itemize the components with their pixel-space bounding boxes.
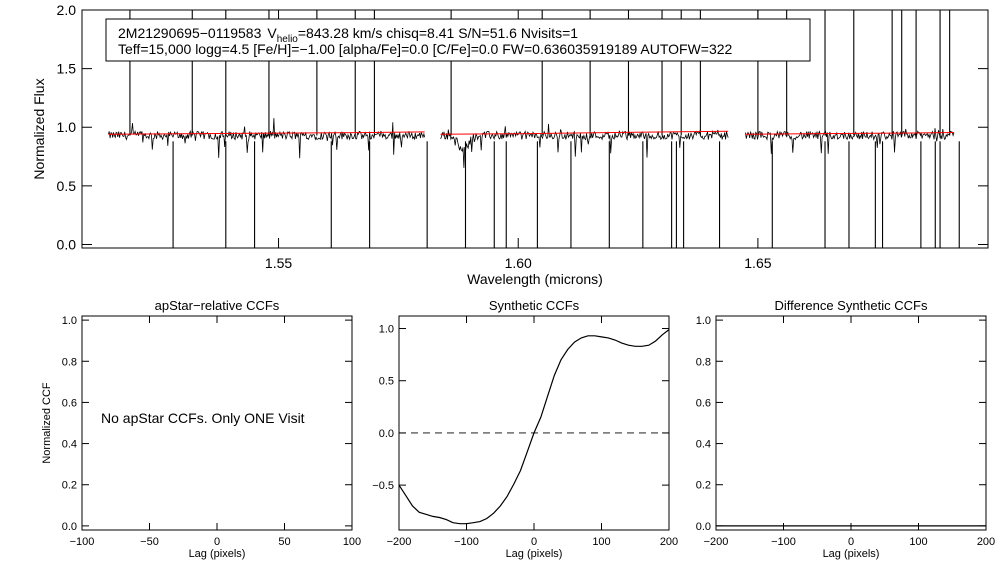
- spectrum-xlabel: Wavelength (microns): [467, 271, 603, 287]
- apstar-ccf-xlabel: Lag (pixels): [189, 548, 246, 560]
- y-tick-label: 2.0: [57, 2, 77, 18]
- header-line-1: 2M21290695−0119583 Vhelio=843.28 km/s chi…: [118, 25, 578, 45]
- y-tick-label: 1.5: [57, 61, 77, 77]
- synthetic-ccf-plot-area: [398, 329, 670, 525]
- y-tick-label: −0.5: [372, 480, 394, 492]
- x-tick-label: 50: [278, 536, 290, 548]
- spectrum-frame: [81, 9, 989, 249]
- y-tick-label: 1.0: [379, 324, 394, 336]
- observed-spectrum-chip: [108, 118, 426, 159]
- synthetic-model-line: [745, 132, 955, 135]
- synthetic-ccf-panel: Synthetic CCFs −200 −100 0 100 200 −0.5 0.0 0.5…: [372, 298, 678, 560]
- x-tick-label: 1.60: [505, 255, 532, 271]
- difference-ccf-title: Difference Synthetic CCFs: [775, 298, 928, 313]
- y-tick-label: 0.8: [62, 356, 77, 368]
- observed-spectrum-chip: [745, 128, 955, 154]
- x-tick-label: 100: [592, 536, 610, 548]
- y-tick-label: 0.0: [62, 521, 77, 533]
- spectrum-ticks: 1.55 1.60 1.65 0.0 0.5 1.0 1.5 2.0: [57, 2, 988, 271]
- x-tick-label: 0: [531, 536, 537, 548]
- y-tick-label: 0.0: [379, 428, 394, 440]
- no-ccf-message: No apStar CCFs. Only ONE Visit: [101, 410, 305, 426]
- observed-spectrum-chip: [440, 123, 729, 168]
- synthetic-model-line: [440, 130, 729, 135]
- y-tick-label: 0.2: [696, 480, 711, 492]
- header-box-frame: [105, 18, 811, 62]
- y-tick-label: 0.0: [696, 521, 711, 533]
- apstar-ccf-ticks: −100 −50 0 50 100 0.0 0.2 0.4 0.6 0.8 1.0: [62, 315, 361, 548]
- synthetic-ccf-title: Synthetic CCFs: [489, 298, 580, 313]
- y-tick-label: 0.6: [696, 397, 711, 409]
- x-tick-label: 1.65: [744, 255, 771, 271]
- synthetic-ccf-ticks: −200 −100 0 100 200 −0.5 0.0 0.5 1.0: [372, 316, 678, 548]
- header-line-2: Teff=15,000 logg=4.5 [Fe/H]=−1.00 [alpha…: [118, 41, 733, 57]
- x-tick-label: 0: [214, 536, 220, 548]
- spectrum-header-box: 2M21290695−0119583 Vhelio=843.28 km/s chi…: [105, 18, 811, 62]
- y-tick-label: 0.4: [62, 439, 77, 451]
- x-tick-label: −200: [704, 536, 729, 548]
- synthetic-ccf-xlabel: Lag (pixels): [506, 548, 563, 560]
- x-tick-label: 1.55: [265, 255, 292, 271]
- difference-ccf-frame: [715, 315, 987, 531]
- y-tick-label: 1.0: [57, 119, 77, 135]
- x-tick-label: 100: [909, 536, 927, 548]
- y-tick-label: 0.5: [57, 178, 77, 194]
- apstar-ccf-panel: apStar−relative CCFs −100 −50 0 50 100 0.0 0.2…: [41, 298, 361, 560]
- x-tick-label: 200: [977, 536, 995, 548]
- x-tick-label: −100: [771, 536, 796, 548]
- y-tick-label: 0.0: [57, 236, 77, 252]
- y-tick-label: 0.5: [379, 376, 394, 388]
- vhelio-subscript: helio: [277, 34, 299, 45]
- y-tick-label: 1.0: [696, 315, 711, 327]
- apstar-ccf-title: apStar−relative CCFs: [155, 298, 280, 313]
- x-tick-label: −100: [454, 536, 479, 548]
- y-tick-label: 1.0: [62, 315, 77, 327]
- synthetic-ccf-line: [398, 329, 670, 525]
- x-tick-label: −50: [140, 536, 159, 548]
- difference-ccf-xlabel: Lag (pixels): [823, 548, 880, 560]
- difference-ccf-ticks: −200 −100 0 100 200 0.0 0.2 0.4 0.6 0.8 1.0: [696, 315, 995, 548]
- x-tick-label: 200: [660, 536, 678, 548]
- vhelio-symbol: V: [267, 25, 277, 41]
- x-tick-label: 0: [848, 536, 854, 548]
- y-tick-label: 0.8: [696, 356, 711, 368]
- x-tick-label: −200: [387, 536, 412, 548]
- header-line-1-rest: =843.28 km/s chisq=8.41 S/N=51.6 Nvisits…: [298, 25, 578, 41]
- y-tick-label: 0.4: [696, 439, 711, 451]
- y-tick-label: 0.6: [62, 397, 77, 409]
- y-tick-label: 0.2: [62, 480, 77, 492]
- x-tick-label: 100: [343, 536, 361, 548]
- apstar-ccf-ylabel: Normalized CCF: [41, 382, 53, 464]
- spectrum-panel: 1.55 1.60 1.65 0.0 0.5 1.0 1.5 2.0 2M21290695−0…: [31, 2, 989, 287]
- star-id: 2M21290695−0119583: [118, 25, 262, 41]
- spectrum-ylabel: Normalized Flux: [31, 78, 47, 179]
- x-tick-label: −100: [70, 536, 95, 548]
- synthetic-model-line: [108, 131, 425, 135]
- synthetic-ccf-frame: [398, 315, 670, 531]
- difference-ccf-panel: Difference Synthetic CCFs −200 −100 0 100 20…: [696, 298, 995, 560]
